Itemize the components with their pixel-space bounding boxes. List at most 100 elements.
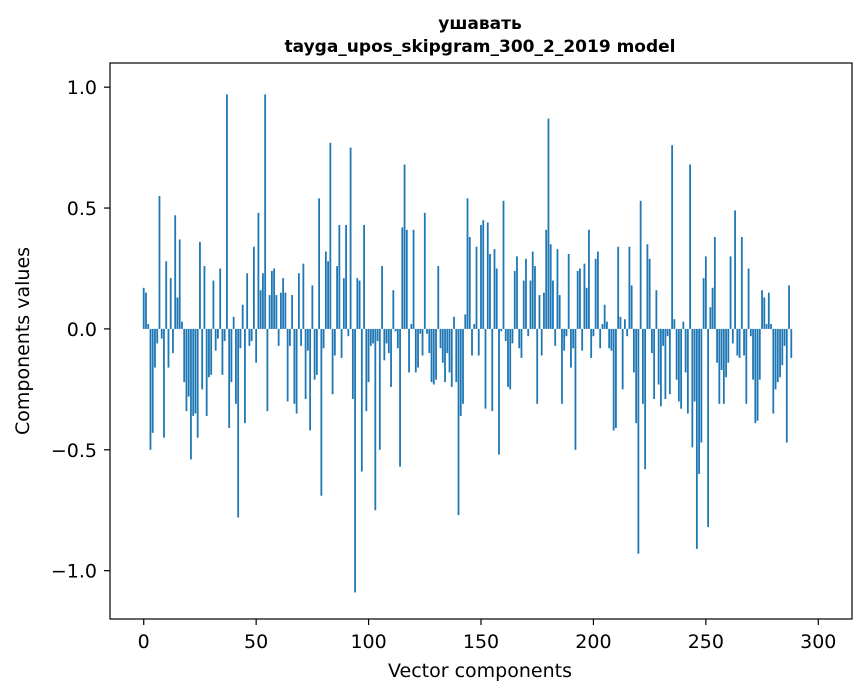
bar	[349, 147, 352, 329]
bar	[563, 328, 566, 351]
bar	[529, 280, 532, 329]
bar	[291, 295, 294, 329]
bar	[246, 273, 249, 329]
bar	[309, 328, 312, 431]
bar	[668, 328, 671, 395]
bar	[396, 328, 399, 349]
bar	[414, 328, 417, 373]
bar	[522, 280, 525, 329]
bar	[659, 328, 662, 407]
bar	[770, 324, 772, 329]
bar	[385, 328, 388, 344]
bar	[187, 328, 190, 397]
bar	[169, 278, 172, 329]
bar	[459, 328, 462, 416]
bar	[689, 164, 692, 329]
bar	[383, 328, 386, 361]
bar	[466, 198, 469, 329]
bar	[558, 295, 561, 329]
bar	[471, 328, 473, 356]
bar	[365, 328, 368, 412]
bar	[345, 224, 347, 329]
bar	[644, 328, 647, 470]
bar	[237, 328, 240, 518]
bar	[635, 328, 638, 424]
x-axis-label: Vector components	[388, 660, 572, 682]
bar	[722, 328, 725, 404]
bar	[725, 328, 727, 378]
bar	[457, 328, 460, 516]
bar	[754, 328, 757, 424]
bar	[176, 297, 179, 329]
bar	[342, 278, 345, 329]
bar	[653, 328, 656, 400]
bar	[549, 244, 552, 329]
bar	[734, 210, 736, 329]
bar	[268, 295, 271, 329]
bar	[432, 328, 435, 385]
bar	[340, 328, 343, 358]
y-tick-label: 1.0	[67, 77, 97, 99]
bar	[576, 270, 579, 329]
bar	[372, 328, 374, 344]
bar	[502, 200, 505, 329]
bar	[513, 270, 516, 329]
y-axis-label: Components values	[12, 247, 34, 435]
bar	[381, 266, 383, 329]
bar	[700, 328, 703, 443]
bar	[311, 285, 314, 329]
bar	[288, 328, 291, 346]
bar	[239, 328, 242, 349]
bar	[163, 328, 165, 438]
bar	[693, 328, 696, 402]
bar	[378, 328, 381, 450]
bar	[336, 266, 338, 329]
bar	[574, 328, 577, 450]
bar	[277, 328, 280, 346]
bar	[621, 328, 624, 390]
bar	[165, 261, 168, 329]
bar	[641, 328, 644, 404]
bar	[531, 251, 534, 329]
bar	[217, 328, 219, 339]
bar	[619, 316, 622, 329]
bar	[437, 266, 440, 329]
bar	[376, 328, 379, 341]
bar	[351, 328, 354, 400]
bar	[781, 328, 784, 366]
bar	[747, 268, 750, 329]
bar	[174, 215, 177, 329]
bar	[403, 164, 406, 329]
bar	[707, 328, 709, 528]
y-tick-label: −0.5	[51, 440, 97, 462]
bar	[664, 328, 667, 400]
bar	[684, 328, 687, 373]
bar	[464, 314, 467, 329]
x-tick-label: 300	[800, 631, 836, 653]
bar	[686, 328, 689, 414]
bar	[743, 328, 745, 356]
bar	[677, 328, 680, 402]
bar	[315, 328, 318, 375]
bar	[313, 328, 316, 380]
bar	[637, 328, 640, 554]
bar	[435, 328, 437, 380]
bar	[367, 328, 370, 383]
bar	[788, 285, 790, 329]
bar	[304, 328, 307, 400]
bar	[439, 328, 442, 349]
bar	[441, 328, 444, 363]
bar	[763, 297, 766, 329]
bar	[628, 246, 631, 329]
bar	[338, 224, 341, 329]
bar	[444, 328, 446, 383]
bar	[405, 229, 408, 329]
bar	[250, 328, 253, 341]
bar	[603, 304, 606, 329]
y-tick-label: −1.0	[51, 561, 97, 583]
bar	[322, 328, 325, 349]
bar	[495, 268, 498, 329]
x-axis-ticks: 0 50 100 150 200 250 300	[138, 619, 836, 653]
bar	[525, 258, 527, 329]
bar	[358, 280, 361, 329]
